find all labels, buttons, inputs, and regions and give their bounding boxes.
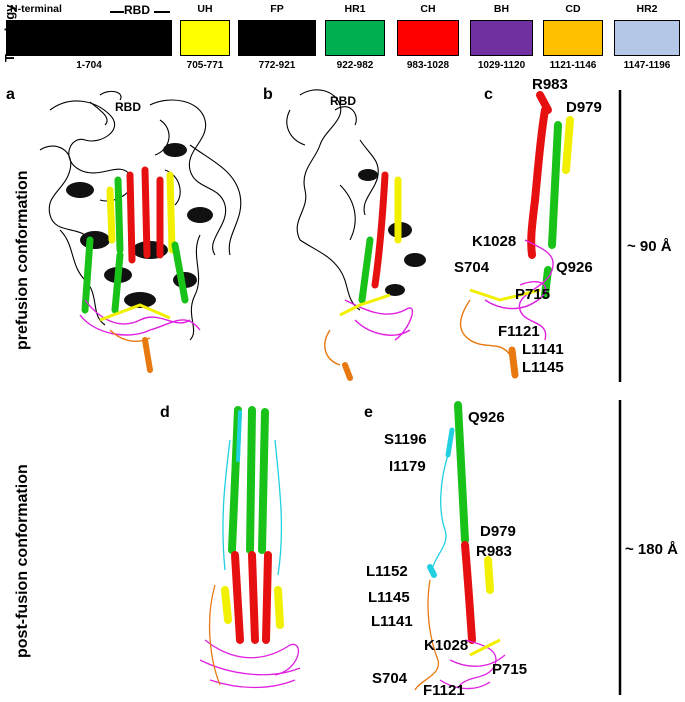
segment-ch-name: CH [420,3,436,15]
residue-e-l1152: L1152 [366,563,408,580]
residue-e-l1145: L1145 [368,589,410,606]
panel-b-rbd-label: RBD [330,94,356,108]
residue-c-l1141: L1141 [522,341,564,358]
residue-c-q926: Q926 [556,259,593,276]
segment-cd-name: CD [565,3,581,15]
segment-hr2-name: HR2 [636,3,658,15]
residue-e-s704: S704 [372,670,408,687]
segment-n-terminal-box [6,20,172,56]
segment-uh-range: 705-771 [186,60,224,71]
segment-hr2-box [614,20,680,56]
segment-ch-range: 983-1028 [406,60,450,71]
residue-e-f1121: F1121 [423,682,465,699]
segment-n-terminal-range: 1-704 [76,60,102,71]
residue-c-k1028: K1028 [472,233,517,250]
residue-e-p715: P715 [492,661,528,678]
residue-e-r983: R983 [476,543,512,560]
panel-a-letter: a [6,86,15,103]
panel-a-structure [39,90,242,373]
residue-c-p715: P715 [515,286,551,303]
residue-c-l1145: L1145 [522,359,564,376]
residue-e-l1141: L1141 [371,613,413,630]
rbd-line-right [154,11,170,13]
segment-ch-box [397,20,459,56]
panel-b-letter: b [263,86,273,103]
residue-e-k1028: K1028 [424,637,469,654]
residue-c-r983: R983 [532,76,568,93]
segment-bh-range: 1029-1120 [477,60,526,71]
residue-c-s704: S704 [454,259,490,276]
rbd-label: RBD [124,3,150,17]
postfusion-scale-label: ~ 180 Å [625,541,678,558]
panel-d-letter: d [160,404,170,421]
residue-e-q926: Q926 [468,409,505,426]
segment-hr1-name: HR1 [344,3,366,15]
residue-e-d979: D979 [480,523,516,540]
segment-cd-range: 1121-1146 [549,60,597,71]
residue-e-i1179: I1179 [389,458,426,475]
residue-e-s1196: S1196 [384,431,427,448]
segment-fp-range: 772-921 [258,60,296,71]
segment-uh-name: UH [197,3,213,15]
segment-uh-box [180,20,230,56]
segment-hr1-box [325,20,385,56]
residue-c-f1121: F1121 [498,323,540,340]
panel-c-letter: c [484,86,493,103]
segment-hr1-range: 922-982 [336,60,374,71]
panel-b-structure [286,89,426,381]
panel-e-letter: e [364,404,373,421]
segment-bh-box [470,20,533,56]
prefusion-scale-label: ~ 90 Å [627,238,672,255]
segment-bh-name: BH [493,3,510,15]
segment-hr2-range: 1147-1196 [623,60,671,71]
segment-n-terminal-name: N-terminal [10,3,62,15]
residue-c-d979: D979 [566,99,602,116]
rbd-line-left [110,11,124,13]
segment-cd-box [543,20,603,56]
segment-fp-box [238,20,316,56]
segment-fp-name: FP [270,3,284,15]
panel-d-structure [199,406,301,689]
panel-e-structure [414,401,506,691]
panel-a-rbd-label: RBD [115,100,141,114]
panel-c-structure [459,91,574,379]
